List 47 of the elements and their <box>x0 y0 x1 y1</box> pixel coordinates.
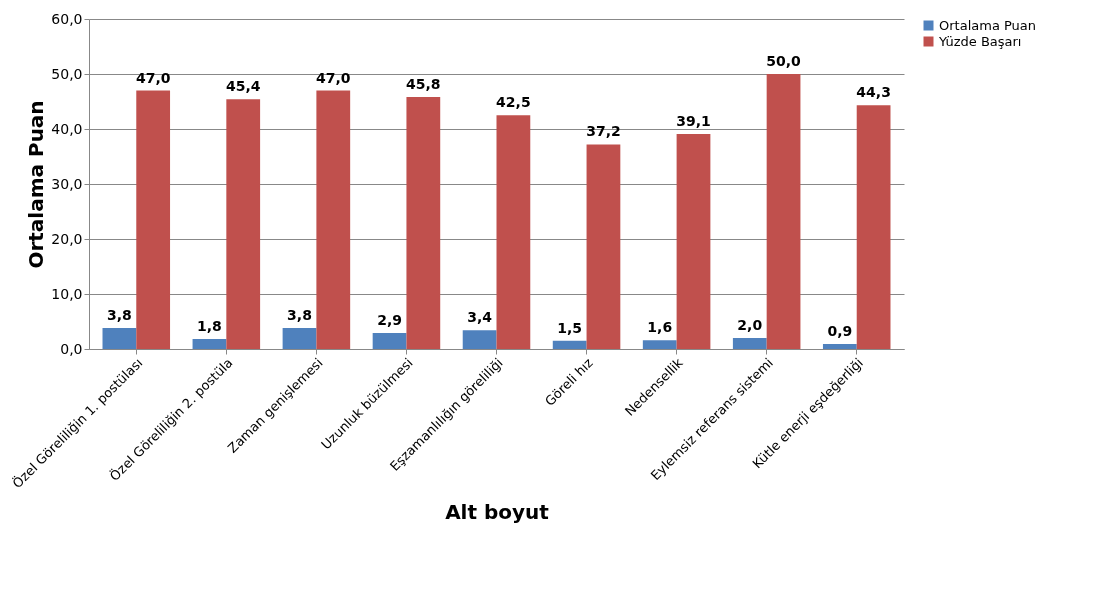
data-label: 3,4 <box>467 309 493 326</box>
y-tick-label: 0,0 <box>60 340 83 357</box>
data-label: 45,4 <box>225 78 261 95</box>
data-label: 1,5 <box>557 319 583 336</box>
bar <box>192 339 227 349</box>
legend-label: Ortalama Puan <box>939 17 1037 33</box>
bar <box>856 105 891 349</box>
bar <box>136 90 171 349</box>
bar <box>226 99 261 349</box>
bar <box>462 330 497 349</box>
bar <box>642 340 677 349</box>
x-axis-title: Alt boyut <box>445 500 550 525</box>
data-label: 1,8 <box>197 318 222 335</box>
bar <box>496 115 531 349</box>
bar <box>372 333 407 349</box>
data-label: 37,2 <box>586 123 621 140</box>
y-tick-label: 50,0 <box>51 65 83 82</box>
data-label: 2,9 <box>377 312 402 329</box>
data-label: 42,5 <box>496 94 531 111</box>
data-label: 2,0 <box>737 317 763 333</box>
data-label: 3,8 <box>106 307 132 324</box>
bar <box>102 328 137 349</box>
data-label: 47,0 <box>316 69 351 86</box>
bar <box>766 74 801 349</box>
data-label: 39,1 <box>676 112 711 129</box>
data-label: 44,3 <box>856 84 891 101</box>
bar <box>282 328 317 349</box>
bar <box>822 344 857 349</box>
y-axis-title: Ortalama Puan <box>24 100 49 269</box>
data-label: 50,0 <box>766 53 802 69</box>
legend-label: Yüzde Başarı <box>938 33 1022 49</box>
bar <box>552 340 587 349</box>
y-tick-label: 10,0 <box>51 285 83 302</box>
data-label: 45,8 <box>406 76 441 93</box>
data-label: 47,0 <box>135 69 171 86</box>
data-label: 3,8 <box>287 307 312 324</box>
y-tick-label: 30,0 <box>51 175 83 192</box>
bar <box>732 338 767 349</box>
data-label: 1,6 <box>647 319 673 336</box>
bar <box>316 90 351 349</box>
y-tick-label: 20,0 <box>51 230 83 247</box>
data-label: 0,9 <box>827 323 853 340</box>
y-tick-label: 60,0 <box>51 10 83 27</box>
bar <box>586 144 621 349</box>
y-tick-label: 40,0 <box>51 120 83 137</box>
bar <box>676 133 711 349</box>
bar <box>406 97 441 349</box>
